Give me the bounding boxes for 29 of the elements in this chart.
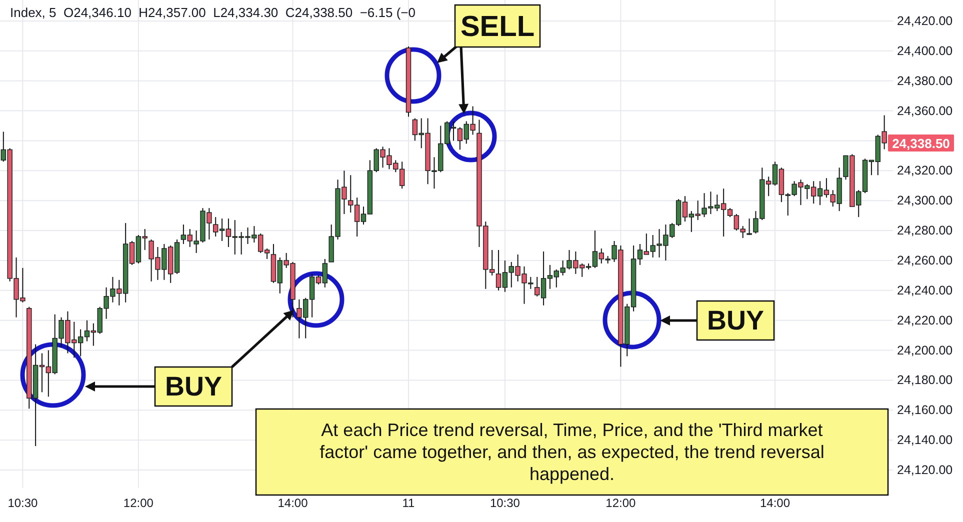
x-tick-label: 12:00 [606, 496, 636, 510]
y-tick-label: 24,280.00 [897, 224, 953, 238]
y-tick-label: 24,420.00 [897, 14, 953, 28]
y-tick-label: 24,360.00 [897, 104, 953, 118]
y-tick-label: 24,180.00 [897, 373, 953, 388]
y-tick-label: 24,220.00 [897, 313, 953, 328]
y-tick-label: 24,160.00 [897, 403, 953, 418]
y-tick-label: 24,300.00 [897, 194, 953, 208]
x-tick-label: 14:00 [760, 496, 790, 510]
y-tick-label: 24,400.00 [897, 44, 953, 58]
chart-title: Index, 5 O24,346.10 H24,357.00 L24,334.30 C24,338.50 −6.15 (−0 [10, 5, 416, 20]
annotation: BUY [164, 372, 222, 402]
y-tick-label: 24,260.00 [897, 253, 953, 268]
y-tick-label: 24,320.00 [897, 164, 953, 178]
y-tick-label: 24,140.00 [897, 433, 953, 448]
x-tick-label: 11 [402, 496, 416, 510]
annotation: At each Price trend reversal, Time, Price, and the 'Third market factor' came together, and then, as expected, the trend reversal happened. [320, 420, 824, 484]
y-tick-label: 24,200.00 [897, 343, 953, 358]
candlestick [746, 218, 752, 236]
annotation: SELL [460, 10, 535, 43]
y-tick-label: 24,120.00 [897, 463, 953, 478]
x-tick-label: 12:00 [123, 496, 154, 510]
x-tick-label: 14:00 [278, 496, 308, 510]
annotation: 24,338.50 [892, 135, 950, 150]
x-tick-label: 10:30 [490, 496, 520, 510]
annotation: BUY [706, 306, 764, 336]
y-tick-label: 24,380.00 [897, 74, 953, 88]
x-tick-label: 10:30 [8, 496, 38, 510]
y-tick-label: 24,240.00 [897, 283, 953, 298]
